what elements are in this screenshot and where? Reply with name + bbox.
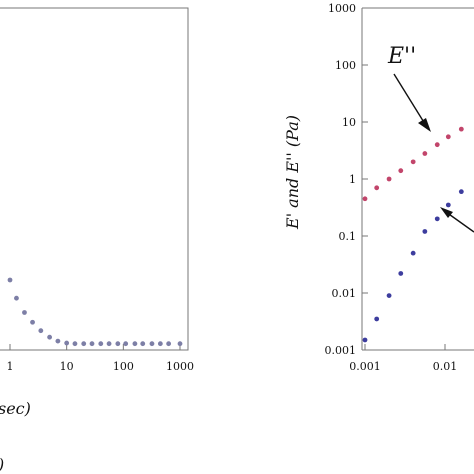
left-x-tick-label: 10 bbox=[60, 360, 74, 373]
left-data-point bbox=[149, 341, 155, 347]
right-data-point bbox=[362, 196, 368, 202]
left-data-point bbox=[123, 341, 129, 347]
right-data-point bbox=[410, 250, 416, 256]
left-data-point bbox=[72, 341, 78, 347]
right-data-point bbox=[422, 229, 428, 234]
right-x-tick-label: 0.01 bbox=[433, 360, 458, 373]
left-data-point bbox=[81, 341, 87, 347]
left-data-point bbox=[115, 341, 121, 347]
left-x-tick-label: 1000 bbox=[166, 360, 194, 373]
left-data-point bbox=[106, 341, 112, 347]
left-data-point bbox=[22, 310, 27, 315]
left-data-point bbox=[166, 341, 172, 347]
right-y-tick-label: 1 bbox=[349, 173, 356, 186]
right-data-point bbox=[410, 159, 416, 165]
right-data-point bbox=[398, 168, 404, 174]
left-data-point bbox=[64, 340, 70, 346]
right-data-point bbox=[434, 142, 440, 148]
right-y-tick-label: 1000 bbox=[328, 2, 356, 15]
left-data-point bbox=[98, 341, 104, 347]
left-x-tick-label: 1 bbox=[7, 360, 14, 373]
left-data-point bbox=[132, 341, 138, 347]
left-data-point bbox=[55, 338, 61, 344]
right-data-point bbox=[374, 316, 380, 322]
right-data-point bbox=[374, 185, 380, 191]
right-y-axis-ticks: 1000 100 10 1 0.1 0.01 0.001 bbox=[325, 2, 368, 357]
right-x-tick-label: 0.001 bbox=[349, 360, 381, 373]
left-data-point bbox=[7, 277, 13, 283]
annotation-arrow-e-prime bbox=[445, 211, 474, 233]
left-x-axis-label: sec) bbox=[0, 399, 31, 418]
left-data-point bbox=[14, 295, 19, 301]
right-y-tick-label: 0.01 bbox=[332, 287, 357, 300]
left-data-point bbox=[30, 319, 35, 325]
right-data-point bbox=[445, 202, 451, 208]
right-data-point bbox=[458, 189, 464, 195]
left-panel-sublabel: ) bbox=[0, 455, 4, 474]
right-y-axis-label: E' and E'' (Pa) bbox=[283, 115, 302, 230]
right-data-point bbox=[458, 126, 464, 132]
left-panel: 1 10 100 1000 sec) ) bbox=[0, 7, 194, 474]
left-data-points bbox=[7, 277, 183, 347]
right-data-point bbox=[398, 271, 404, 276]
left-x-axis-ticks: 1 10 100 1000 bbox=[7, 344, 194, 373]
right-data-point bbox=[434, 216, 440, 222]
right-data-point bbox=[362, 337, 368, 343]
right-y-tick-label: 10 bbox=[342, 116, 356, 129]
right-data-point bbox=[422, 151, 428, 156]
left-data-point bbox=[89, 341, 95, 347]
right-y-tick-label: 0.1 bbox=[339, 230, 357, 243]
right-y-tick-label: 100 bbox=[335, 59, 356, 72]
right-data-point bbox=[386, 293, 392, 299]
annotation-arrowhead-e-double-prime bbox=[418, 118, 431, 132]
annotation-arrowhead-e-prime bbox=[440, 207, 453, 218]
right-data-points bbox=[362, 126, 464, 343]
left-plot-frame bbox=[0, 7, 189, 351]
left-x-tick-label: 100 bbox=[113, 360, 134, 373]
right-data-point bbox=[386, 176, 392, 182]
annotation-arrow-e-double-prime bbox=[393, 73, 426, 125]
left-data-point bbox=[177, 341, 183, 347]
annotation-e-double-prime: E'' bbox=[387, 44, 416, 69]
left-data-point bbox=[157, 341, 163, 347]
right-y-tick-label: 0.001 bbox=[325, 344, 357, 357]
right-data-point bbox=[445, 134, 451, 140]
left-data-point bbox=[47, 334, 53, 340]
left-data-point bbox=[140, 341, 146, 347]
left-data-point bbox=[38, 328, 44, 334]
